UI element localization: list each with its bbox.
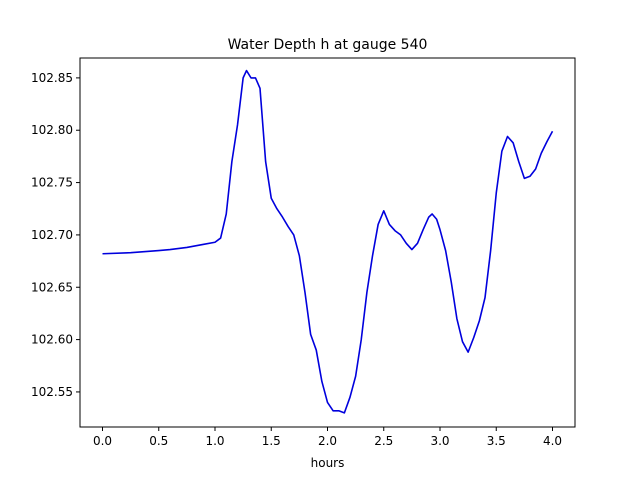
x-tick-label: 2.5 [374, 434, 393, 448]
x-tick-label: 3.5 [487, 434, 506, 448]
plot-frame [79, 57, 576, 428]
y-tick-label: 102.75 [31, 176, 73, 190]
x-tick-label: 0.5 [149, 434, 168, 448]
x-tick-label: 1.5 [262, 434, 281, 448]
y-tick-label: 102.70 [31, 228, 73, 242]
x-tick-label: 2.0 [318, 434, 337, 448]
x-tick-label: 1.0 [205, 434, 224, 448]
y-tick-label: 102.65 [31, 280, 73, 294]
series-line-0 [102, 69, 554, 414]
x-tick-label: 0.0 [93, 434, 112, 448]
plot-area: 0.0 0.5 1.0 1.5 2.0 2.5 3.0 3.5 4.0 102.55 102.60 1… [31, 57, 576, 448]
y-tick-label: 102.80 [31, 123, 73, 137]
chart-title: Water Depth h at gauge 540 [228, 37, 428, 53]
x-tick-label: 4.0 [543, 434, 562, 448]
x-axis-label: hours [311, 456, 345, 470]
y-tick-label: 102.55 [31, 385, 73, 399]
y-tick-label: 102.85 [31, 71, 73, 85]
y-tick-label: 102.60 [31, 333, 73, 347]
x-tick-label: 3.0 [430, 434, 449, 448]
